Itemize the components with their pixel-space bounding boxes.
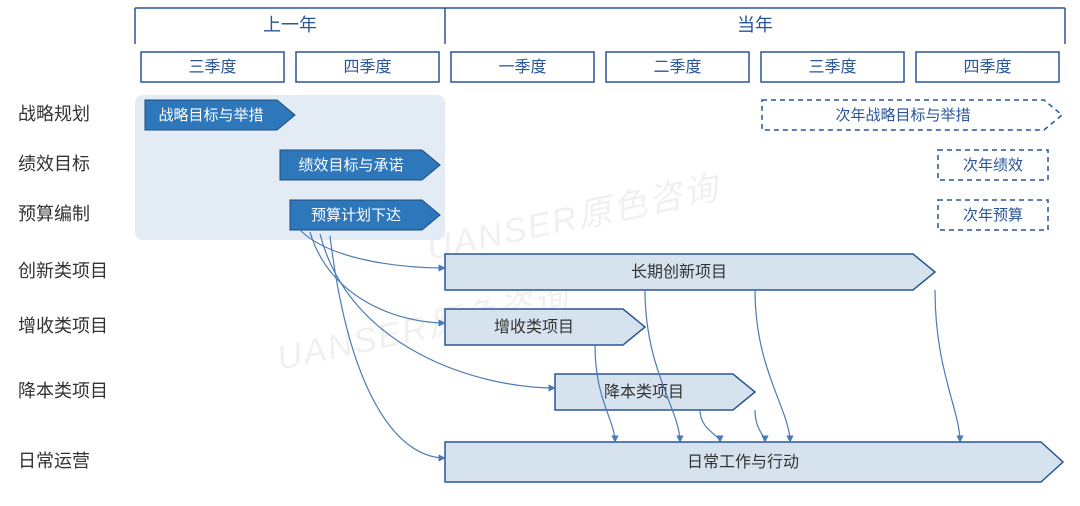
quarter-label: 一季度 xyxy=(498,58,546,76)
dashed-box-label-perf: 次年绩效 xyxy=(963,157,1023,174)
dashed-arrow-label: 次年战略目标与举措 xyxy=(835,107,970,124)
solid-arrow-label-budget: 预算计划下达 xyxy=(311,206,401,224)
row-label-perf: 绩效目标 xyxy=(18,154,90,174)
connector xyxy=(700,410,720,442)
row-label-strategy: 战略规划 xyxy=(18,104,90,124)
row-label-revenue: 增收类项目 xyxy=(18,316,108,336)
quarter-label: 三季度 xyxy=(808,58,856,76)
solid-arrow-label-perf: 绩效目标与承诺 xyxy=(298,157,403,174)
quarter-label: 四季度 xyxy=(963,58,1011,76)
dashed-box-label-budget: 次年预算 xyxy=(963,206,1023,224)
light-arrow-label-cost: 降本类项目 xyxy=(604,383,684,401)
light-arrow-label-revenue: 增收类项目 xyxy=(494,318,574,336)
row-label-ops: 日常运营 xyxy=(18,451,90,471)
row-label-cost: 降本类项目 xyxy=(18,381,108,401)
light-arrow-label-innov: 长期创新项目 xyxy=(631,263,727,281)
connector xyxy=(755,290,790,442)
connector xyxy=(645,290,680,442)
quarter-label: 二季度 xyxy=(653,58,701,76)
row-label-innov: 创新类项目 xyxy=(18,261,108,281)
quarter-label: 三季度 xyxy=(188,58,236,76)
header-prev-year: 上一年 xyxy=(263,15,317,35)
solid-arrow-label-strategy: 战略目标与举措 xyxy=(158,107,263,124)
connector xyxy=(935,290,960,442)
light-arrow-label-ops: 日常工作与行动 xyxy=(687,453,799,471)
connector xyxy=(755,410,765,442)
header-this-year: 当年 xyxy=(737,15,773,35)
row-label-budget: 预算编制 xyxy=(18,204,90,224)
watermark: UANSER原色咨询 xyxy=(424,168,725,267)
quarter-label: 四季度 xyxy=(343,58,391,76)
